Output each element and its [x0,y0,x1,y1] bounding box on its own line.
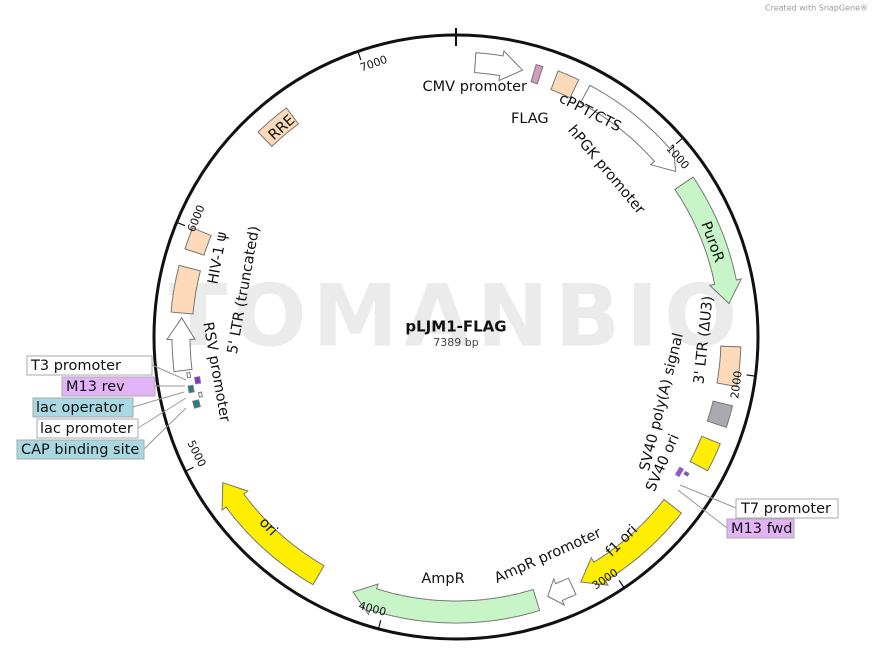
feature-label: AmpR [421,571,464,587]
feature-label: FLAG [511,111,549,127]
feature-label: M13 fwd [731,521,792,537]
label-box [32,397,134,418]
feature [221,482,325,586]
tick-label: 2000 [728,370,745,399]
feature-label: M13 rev [66,379,125,395]
feature [579,84,677,173]
feature-label: CAP binding site [21,442,139,458]
tick-label: 6000 [185,203,208,234]
leader [137,397,187,429]
feature [166,316,196,373]
feature-label: CMV promoter [423,79,527,95]
feature [170,264,202,315]
tick-label: 5000 [184,438,208,469]
label-box [36,418,139,439]
feature [683,470,690,477]
feature [186,371,192,379]
plasmid-name: pLJM1-FLAG [405,318,506,336]
feature [530,63,544,85]
feature [547,577,577,607]
tick-mark [618,580,625,588]
feature [197,391,203,398]
feature [550,70,580,99]
feature [674,176,743,305]
tick-mark [746,374,755,377]
feature [257,107,300,148]
tick-mark [675,137,683,145]
leader [679,484,737,509]
tick-mark [186,466,194,472]
credit: Created with SnapGene® [765,4,868,13]
feature-label: T3 promoter [30,358,121,374]
watermark: TOMANBIO [169,266,744,366]
feature [187,384,195,394]
feature [194,376,202,385]
feature [689,435,721,472]
tick-mark [357,52,362,61]
feature [716,345,742,388]
feature [184,227,212,256]
leader [143,407,187,450]
label-box [735,498,839,519]
feature [192,399,201,409]
label-box [16,439,145,460]
tick-mark [378,620,382,629]
leader [151,364,187,381]
label-box [726,518,795,539]
feature [352,583,541,624]
feature-label: lac promoter [40,421,133,437]
feature-label: T7 promoter [740,501,831,517]
feature [706,400,734,429]
feature [580,498,683,586]
tick-label: 7000 [358,53,389,74]
feature-label: lac operator [36,400,124,416]
tick-mark [177,222,186,227]
leader [677,489,728,529]
plasmid-size: 7389 bp [433,336,478,349]
feature [473,49,524,82]
feature [674,466,684,478]
leader [132,391,185,408]
